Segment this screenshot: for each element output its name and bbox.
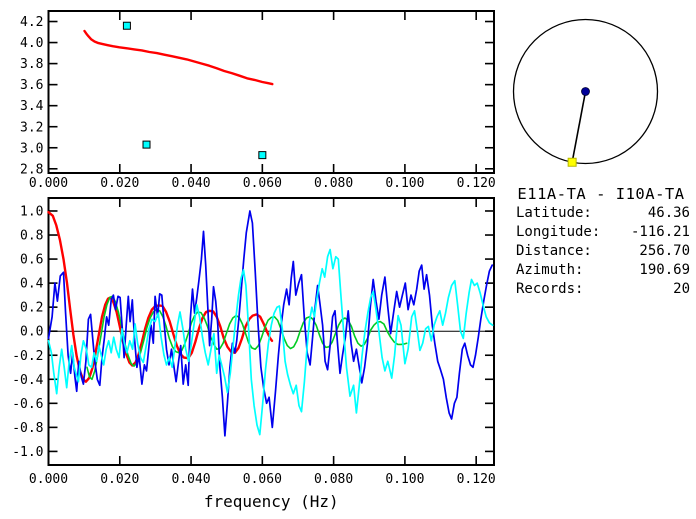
y-axis-tick-label: 3.6 [20, 78, 43, 93]
y-axis-tick-label: 3.0 [20, 141, 43, 156]
info-row-distance: Distance: 256.70 [516, 242, 690, 261]
y-axis-tick-label: -0.6 [12, 397, 43, 412]
group-velocity-plot: 0.000 0.020 0.040 0.060 0.080 0.100 0.120 4.2 4.… [20, 10, 496, 191]
x-axis-tick-label: 0.080 [314, 472, 353, 487]
pick-marker[interactable] [142, 140, 151, 149]
y-axis-tick-label: 2.8 [20, 162, 43, 177]
azimuth-label: Azimuth: [516, 262, 584, 278]
azimuth-circle [512, 18, 659, 165]
azimuth-diagram [512, 18, 659, 167]
info-row-records: Records: 20 [516, 280, 690, 299]
y-axis-tick-label: 3.8 [20, 57, 43, 72]
y-axis-tick-label: 1.0 [20, 205, 43, 220]
y-axis-tick-label: -1.0 [12, 445, 43, 460]
y-axis-tick-label: 0.2 [20, 301, 43, 316]
longitude-value: -116.21 [630, 224, 690, 240]
records-value: 20 [673, 281, 690, 297]
y-axis-tick-label: 0.4 [20, 277, 44, 292]
info-row-azimuth: Azimuth: 190.69 [516, 261, 690, 280]
x-axis-tick-label: 0.000 [29, 176, 68, 191]
records-label: Records: [516, 281, 584, 297]
y-axis-tick-label: -0.4 [12, 373, 43, 388]
latitude-value: 46.36 [647, 205, 690, 221]
x-axis-tick-label: 0.000 [29, 472, 68, 487]
cross-spectrum-plot: 0.000 0.020 0.040 0.060 0.080 0.100 0.120 1.0 0.… [12, 197, 496, 511]
x-axis-tick-label: 0.060 [243, 472, 282, 487]
azimuth-value: 190.69 [639, 262, 690, 278]
y-axis-tick-label: 4.2 [20, 15, 43, 30]
x-axis-tick-label: 0.020 [100, 472, 139, 487]
x-axis-tick-label: 0.100 [385, 176, 424, 191]
x-axis-tick-label: 0.120 [457, 176, 496, 191]
spectrum-real-trace [47, 210, 494, 437]
y-axis-tick-label: 3.2 [20, 120, 43, 135]
station-pair-title: E11A-TA - I10A-TA [517, 185, 685, 203]
x-axis-tick-label: 0.020 [100, 176, 139, 191]
y-axis-tick-label: 3.4 [20, 99, 44, 114]
info-row-longitude: Longitude: -116.21 [516, 223, 690, 242]
x-axis-tick-label: 0.080 [314, 176, 353, 191]
latitude-label: Latitude: [516, 205, 592, 221]
x-axis-tick-label: 0.040 [171, 472, 210, 487]
station-pair-info: E11A-TA - I10A-TA Latitude: 46.36 Longit… [508, 185, 694, 297]
longitude-label: Longitude: [516, 224, 601, 240]
y-axis-tick-label: 4.0 [20, 36, 43, 51]
x-axis-title: frequency (Hz) [204, 492, 339, 511]
y-axis-tick-label: -0.2 [12, 349, 43, 364]
pick-marker[interactable] [122, 21, 131, 30]
distance-label: Distance: [516, 243, 592, 259]
info-row-latitude: Latitude: 46.36 [516, 204, 690, 223]
y-axis-tick-label: 0.0 [20, 325, 43, 340]
x-axis-tick-label: 0.040 [171, 176, 210, 191]
far-station-marker [567, 157, 577, 167]
azimuth-line [571, 91, 587, 163]
x-axis-tick-label: 0.120 [457, 472, 496, 487]
y-axis-tick-label: 0.8 [20, 229, 43, 244]
y-axis-tick-label: 0.6 [20, 253, 43, 268]
x-axis-tick-label: 0.060 [243, 176, 282, 191]
distance-value: 256.70 [639, 243, 690, 259]
x-axis-tick-label: 0.100 [385, 472, 424, 487]
dispersion-curve [83, 29, 274, 86]
center-station-dot [581, 87, 590, 96]
y-axis-tick-label: -0.8 [12, 421, 43, 436]
group-velocity-plot-frame[interactable] [47, 10, 495, 174]
station-pair-rows: Latitude: 46.36 Longitude: -116.21 Dista… [516, 204, 690, 299]
spectrum-imag-trace [47, 248, 494, 436]
pick-marker[interactable] [258, 151, 267, 160]
